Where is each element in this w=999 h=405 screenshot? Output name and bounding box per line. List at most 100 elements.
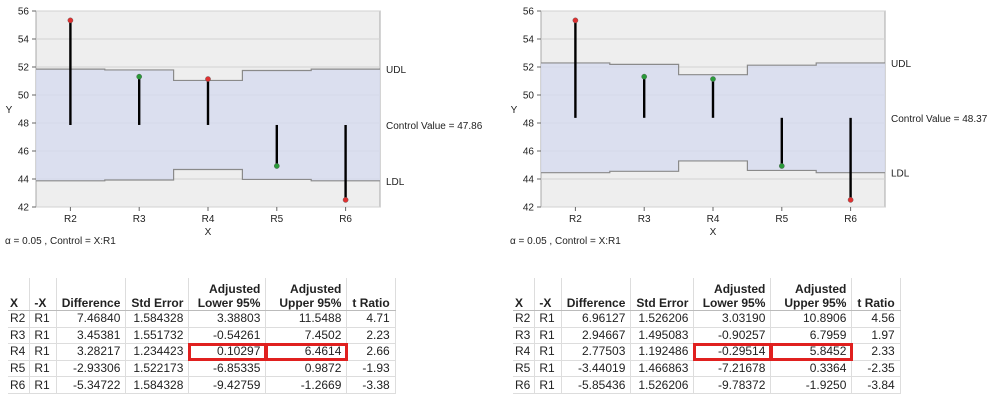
table-cell: -6.85335 (188, 360, 267, 378)
table-row: R2 R1 6.96127 1.526206 3.03190 10.8906 4.56 (513, 310, 901, 328)
column-header: Difference (56, 278, 127, 311)
table-cell: R4 (8, 343, 31, 361)
table-cell: R1 (534, 360, 562, 378)
point-R3 (641, 73, 647, 80)
table-cell: -0.54261 (188, 327, 267, 345)
table-row: R3 R1 3.45381 1.551732 -0.54261 7.4502 2.23 (8, 327, 396, 345)
table-cell: 1.526206 (630, 376, 695, 394)
udl-line (541, 62, 885, 76)
y-tick-label: 56 (18, 7, 30, 18)
column-header: Adjusted Lower 95% (188, 278, 267, 311)
x-axis-title: X (710, 227, 717, 238)
table-cell: 4.56 (851, 310, 901, 328)
point-R4 (205, 76, 211, 82)
table-cell: R3 (513, 327, 536, 345)
control-value-label: Control Value = 47.86 (386, 121, 483, 132)
y-tick-label: 44 (18, 175, 30, 186)
y-tick-label: 46 (18, 147, 30, 158)
y-tick-label: 46 (523, 147, 535, 158)
table-row: R5 R1 -2.93306 1.522173 -6.85335 0.9872 -1.93 (8, 360, 396, 378)
table-row: R2 R1 7.46840 1.584328 3.38803 11.5488 4.71 (8, 310, 396, 328)
table-cell: R1 (29, 343, 57, 361)
table-cell: 6.4614 (264, 342, 348, 362)
x-tick-label: R5 (775, 214, 788, 225)
point-R6 (342, 197, 349, 203)
table-cell: 2.33 (851, 343, 901, 361)
point-R5 (273, 163, 280, 169)
table-cell: R1 (29, 376, 57, 394)
point-R3 (136, 73, 142, 80)
table-row: R3 R1 2.94667 1.495083 -0.90257 6.7959 1.97 (513, 327, 901, 345)
y-tick-label: 50 (18, 91, 30, 102)
column-header: -X (29, 278, 57, 311)
table-cell: R1 (534, 343, 562, 361)
table-cell: R6 (8, 376, 31, 394)
y-tick-label: 48 (18, 119, 30, 130)
column-header: Std Error (125, 278, 190, 311)
table-cell: R4 (513, 343, 536, 361)
x-tick-label: R3 (638, 214, 651, 225)
column-header: Adjusted Lower 95% (693, 278, 772, 311)
table-cell: 11.5488 (265, 310, 348, 328)
anom-chart-left: 42 44 46 48 50 52 54 56 R2 R3 R4 R5 R6 X Y UDL LDL Contro… (6, 7, 483, 239)
table-cell: R5 (513, 360, 536, 378)
point-R2 (67, 17, 74, 24)
table-cell: -0.90257 (693, 327, 772, 345)
left-panel: 42 44 46 48 50 52 54 56 R2 R3 R4 R5 R6 X Y UDL LDL Contro… (5, 7, 483, 394)
table-cell: R5 (8, 360, 31, 378)
y-tick-label: 42 (523, 203, 535, 214)
table-cell: -2.35 (851, 360, 901, 378)
table-cell: R2 (8, 310, 31, 328)
y-axis-title: Y (6, 105, 13, 116)
y-axis-title: Y (511, 105, 518, 116)
table-cell: R2 (513, 310, 536, 328)
point-R6 (847, 197, 854, 203)
table-cell: 7.46840 (56, 310, 127, 328)
table-cell: 1.584328 (125, 376, 190, 394)
table-cell: -3.44019 (561, 360, 632, 378)
table-cell: 2.23 (346, 327, 396, 345)
point-R5 (778, 163, 785, 169)
y-tick-label: 50 (523, 91, 535, 102)
table-row: R4 R1 2.77503 1.192486 -0.29514 5.8452 2.33 (513, 342, 901, 362)
ldl-line (541, 160, 885, 174)
table-cell: -1.2669 (265, 376, 348, 394)
column-header: Adjusted Upper 95% (770, 278, 853, 311)
table-cell: -0.29514 (692, 342, 772, 362)
comparison-table-right: X -X Difference Std Error Adjusted Lower 95%… (513, 278, 901, 394)
column-header: -X (534, 278, 562, 311)
table-cell: 1.526206 (630, 310, 695, 328)
table-cell: 6.96127 (561, 310, 632, 328)
table-cell: 3.03190 (693, 310, 772, 328)
x-tick-label: R2 (569, 214, 582, 225)
chart-caption: α = 0.05 , Control = X:R1 (5, 236, 116, 247)
table-cell: 2.77503 (561, 343, 632, 361)
x-tick-label: R5 (270, 214, 283, 225)
table-cell: 1.234423 (125, 343, 190, 361)
udl-label: UDL (891, 59, 911, 70)
table-cell: 0.9872 (265, 360, 348, 378)
x-tick-label: R6 (339, 214, 352, 225)
table-cell: 1.466863 (630, 360, 695, 378)
control-value-label: Control Value = 48.37 (891, 114, 988, 125)
table-cell: -9.78372 (693, 376, 772, 394)
table-cell: R1 (29, 327, 57, 345)
x-tick-label: R2 (64, 214, 77, 225)
table-cell: 1.584328 (125, 310, 190, 328)
table-cell: R6 (513, 376, 536, 394)
x-tick-label: R4 (707, 214, 720, 225)
right-panel: 42 44 46 48 50 52 54 56 R2 R3 R4 R5 R6 X Y UDL LDL Contro… (505, 0, 999, 405)
ldl-label: LDL (386, 177, 405, 188)
column-header: X (513, 278, 536, 311)
table-cell: 2.66 (346, 343, 396, 361)
table-cell: 1.97 (851, 327, 901, 345)
y-tick-label: 54 (523, 35, 535, 46)
table-cell: 2.94667 (561, 327, 632, 345)
table-cell: R1 (534, 310, 562, 328)
y-tick-label: 56 (523, 7, 535, 18)
y-tick-label: 54 (18, 35, 30, 46)
table-cell: -2.93306 (56, 360, 127, 378)
x-tick-label: R6 (844, 214, 857, 225)
x-axis-title: X (205, 227, 212, 238)
table-cell: R3 (8, 327, 31, 345)
